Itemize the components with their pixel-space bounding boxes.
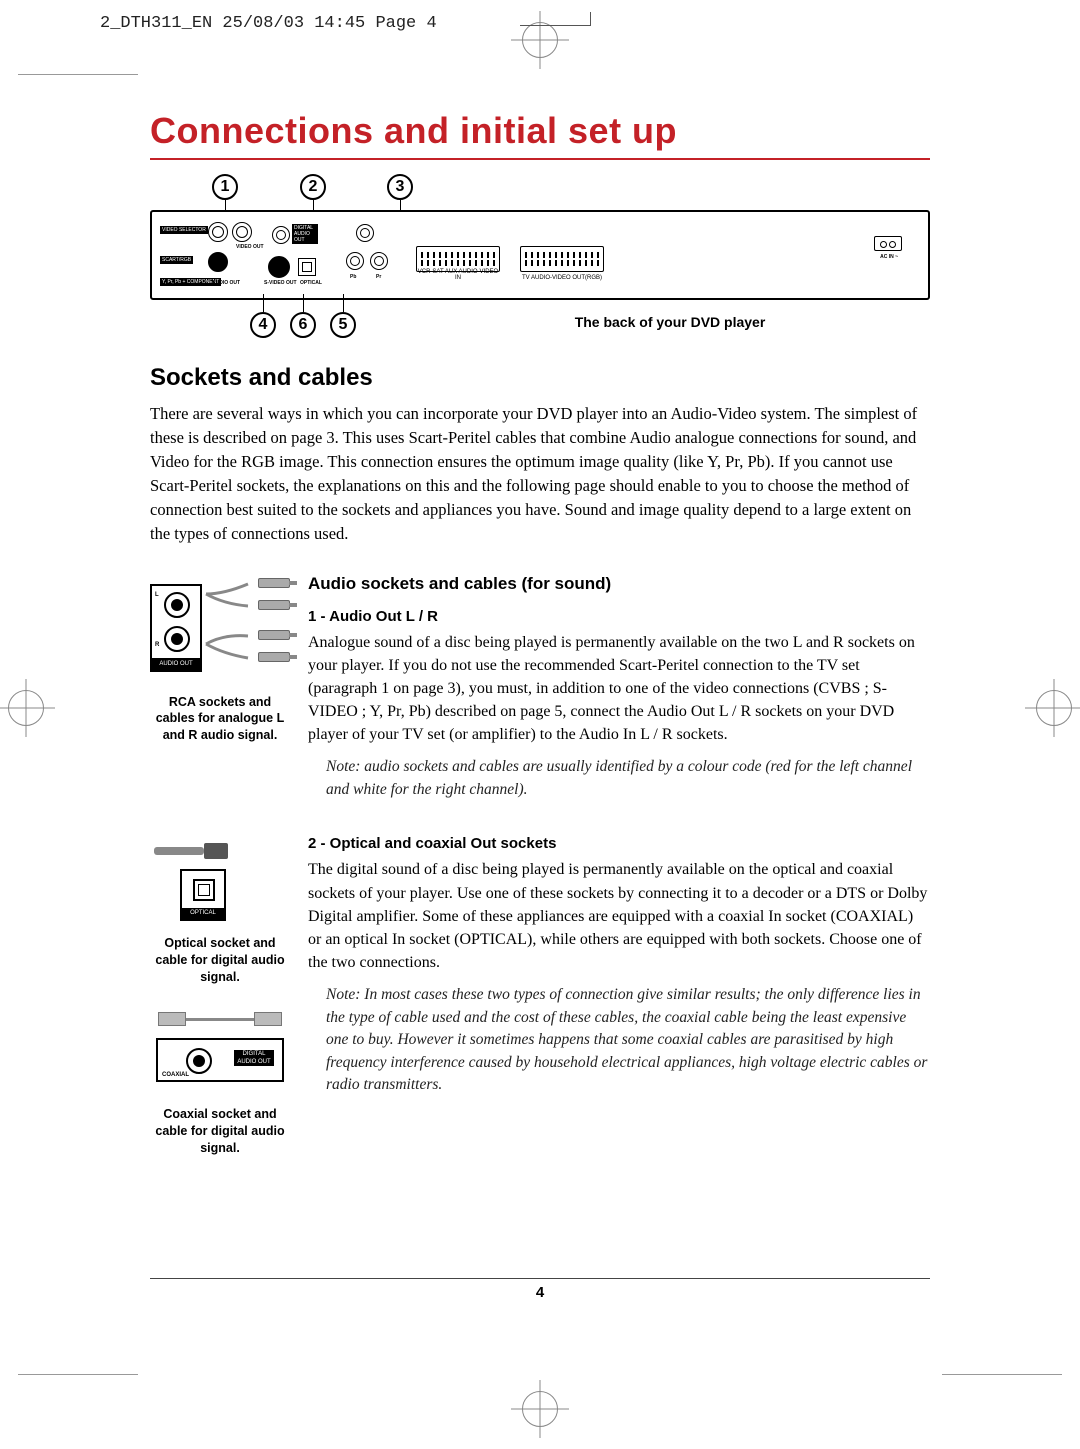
coax-label-coaxial: COAXIAL [162, 1072, 189, 1078]
caption-rca: RCA sockets and cables for analogue L an… [150, 694, 290, 745]
callout-line [263, 294, 264, 312]
label-pr: Pr [376, 274, 381, 280]
item1-body: Analogue sound of a disc being played is… [308, 631, 930, 747]
item2-note: Note: In most cases these two types of c… [326, 984, 930, 1096]
callout-3: 3 [387, 174, 413, 200]
jack-svideo [268, 256, 290, 278]
label-r: R [155, 642, 159, 648]
item2-heading: 2 - Optical and coaxial Out sockets [308, 835, 930, 852]
intro-paragraph: There are several ways in which you can … [150, 402, 930, 546]
coax-hole-icon [186, 1048, 212, 1074]
label-audio-out: AUDIO OUT [212, 280, 240, 286]
row-optical-coax: OPTICAL Optical socket and cable for dig… [150, 835, 930, 1156]
jack-pb [346, 252, 364, 270]
label-svideo: S-VIDEO OUT [264, 280, 297, 286]
jack-y [356, 224, 374, 242]
callout-2: 2 [300, 174, 326, 200]
figure-optical: OPTICAL [150, 835, 290, 925]
coax-label-digital: DIGITAL AUDIO OUT [234, 1050, 274, 1066]
callout-4: 4 [250, 312, 276, 338]
registration-mark-right [1036, 690, 1072, 726]
rear-panel-diagram: 1 2 3 VIDEO SELECTOR SCART/RGB VIDEO OUT… [150, 174, 930, 354]
optical-plug-icon [154, 839, 234, 865]
item1-heading: 1 - Audio Out L / R [308, 608, 930, 625]
rca-jack-l [164, 592, 190, 618]
jack-optical [298, 258, 316, 276]
jack-video-l [208, 222, 228, 242]
page-title: Connections and initial set up [150, 110, 930, 152]
slug-tick [590, 12, 591, 26]
slug-line [520, 25, 590, 26]
print-slug: 2_DTH311_EN 25/08/03 14:45 Page 4 [100, 14, 437, 33]
optical-hole-icon [193, 879, 215, 901]
item2-body: The digital sound of a disc being played… [308, 858, 930, 974]
jack-scart [208, 252, 228, 272]
caption-coaxial: Coaxial socket and cable for digital aud… [150, 1106, 290, 1157]
section-heading: Sockets and cables [150, 364, 930, 392]
ac-in-socket [874, 236, 902, 251]
callout-1: 1 [212, 174, 238, 200]
row-audio-out: L R AUDIO OUT RCA sockets and cables fo [150, 574, 930, 802]
jack-coax [272, 226, 290, 244]
optical-box-label: OPTICAL [182, 908, 224, 919]
registration-mark-top [522, 22, 558, 58]
registration-mark-bottom [522, 1391, 558, 1427]
footer-rule [150, 1278, 930, 1279]
label-optical: OPTICAL [300, 280, 322, 286]
crop-mark [942, 1374, 1062, 1375]
label-video-selector: VIDEO SELECTOR [160, 226, 208, 234]
crop-mark [18, 1374, 138, 1375]
rca-jack-r [164, 626, 190, 652]
audio-subheading: Audio sockets and cables (for sound) [308, 574, 930, 594]
item1-note: Note: audio sockets and cables are usual… [326, 756, 930, 801]
figure-coaxial: DIGITAL AUDIO OUT COAXIAL [150, 1006, 290, 1096]
jack-pr [370, 252, 388, 270]
title-underline [150, 158, 930, 160]
label-video-out: VIDEO OUT [236, 244, 264, 250]
page-number: 4 [0, 1284, 1080, 1301]
figure-rca: L R AUDIO OUT [150, 574, 290, 684]
registration-mark-left [8, 690, 44, 726]
label-digital: DIGITAL AUDIO OUT [292, 224, 318, 244]
rca-box-label: AUDIO OUT [152, 658, 200, 670]
callout-line [343, 294, 344, 312]
page-content: Connections and initial set up 1 2 3 VID… [150, 110, 930, 1157]
label-scart-rgb: SCART/RGB [160, 256, 193, 264]
label-scart-2: TV AUDIO-VIDEO OUT(RGB) [521, 275, 603, 281]
label-scart-1: VCR-SAT AUX AUDIO-VIDEO IN [417, 269, 499, 281]
panel-caption: The back of your DVD player [410, 314, 930, 330]
scart-1: VCR-SAT AUX AUDIO-VIDEO IN [416, 246, 500, 272]
caption-optical: Optical socket and cable for digital aud… [150, 935, 290, 986]
rear-panel-box: VIDEO SELECTOR SCART/RGB VIDEO OUT Y, Pr… [150, 210, 930, 300]
callout-line [303, 294, 304, 312]
scart-2: TV AUDIO-VIDEO OUT(RGB) [520, 246, 604, 272]
crop-mark [18, 74, 138, 75]
callout-5: 5 [330, 312, 356, 338]
label-l: L [155, 592, 159, 598]
label-ac-in: AC IN ~ [880, 254, 898, 260]
label-pb: Pb [350, 274, 356, 280]
callout-6: 6 [290, 312, 316, 338]
jack-video-r [232, 222, 252, 242]
coax-cable-icon [158, 1012, 282, 1028]
